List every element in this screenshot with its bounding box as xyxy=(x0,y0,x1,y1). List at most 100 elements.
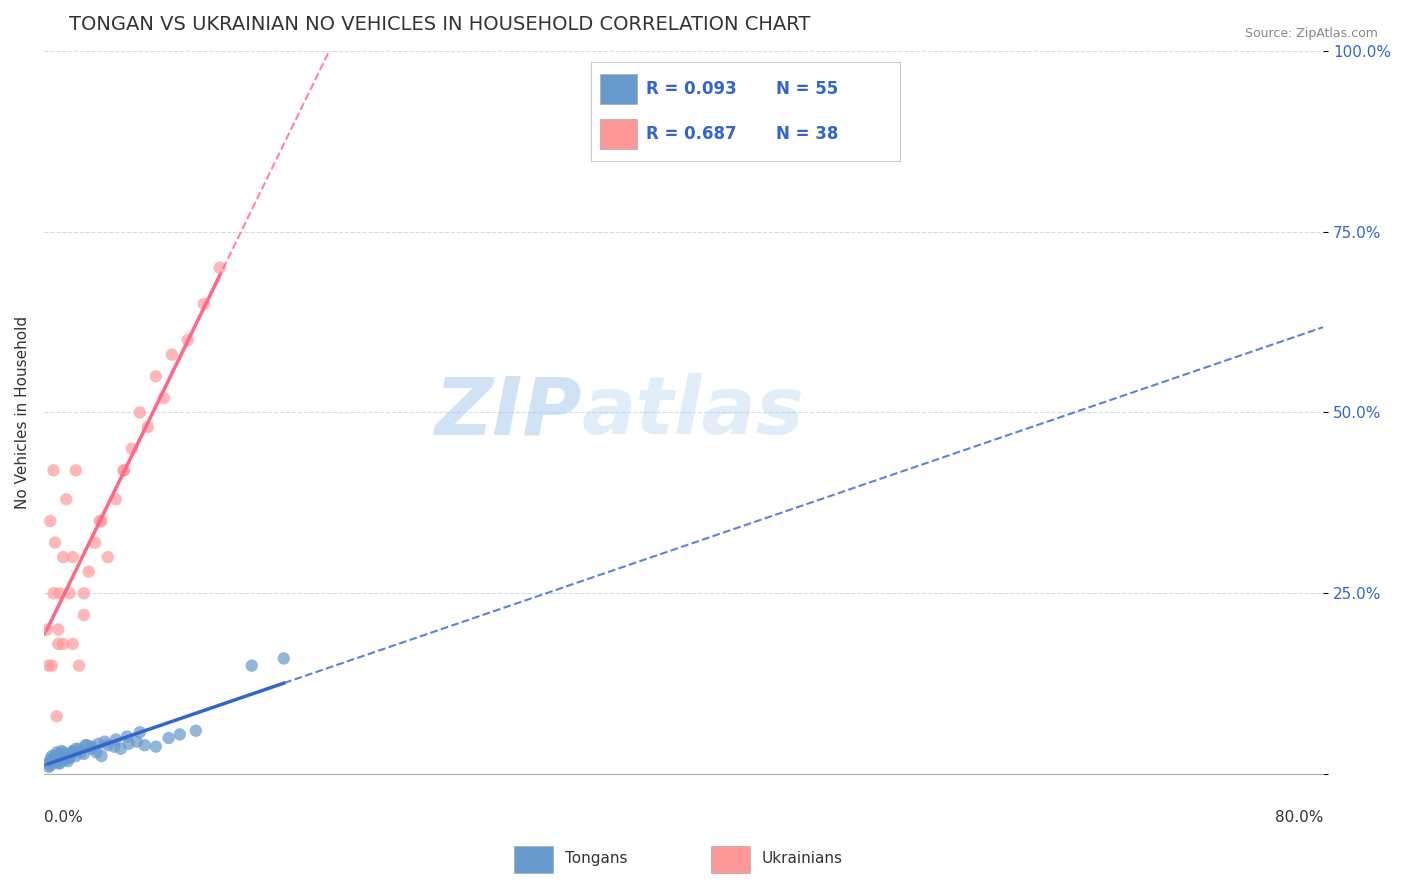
Point xyxy=(49,586,72,600)
Point xyxy=(184,723,207,738)
Point xyxy=(46,756,69,771)
Point xyxy=(97,738,120,752)
Point xyxy=(65,749,87,764)
Point xyxy=(115,730,138,744)
Point xyxy=(136,420,159,434)
Point xyxy=(67,741,90,756)
Text: 80.0%: 80.0% xyxy=(1275,810,1323,825)
Text: atlas: atlas xyxy=(581,374,804,451)
Point xyxy=(128,405,150,419)
Point xyxy=(58,747,80,761)
Point xyxy=(58,751,80,765)
Point xyxy=(44,751,66,765)
Point xyxy=(38,658,60,673)
Text: Source: ZipAtlas.com: Source: ZipAtlas.com xyxy=(1244,27,1378,40)
Text: R = 0.687: R = 0.687 xyxy=(647,125,737,143)
Point xyxy=(97,550,120,565)
Point xyxy=(128,725,150,739)
Y-axis label: No Vehicles in Household: No Vehicles in Household xyxy=(15,316,30,509)
Point xyxy=(35,623,58,637)
Point xyxy=(44,749,66,764)
Point xyxy=(208,260,231,275)
Point xyxy=(39,514,62,528)
Point xyxy=(273,651,295,665)
Point xyxy=(134,738,156,752)
Bar xyxy=(600,120,637,149)
Point xyxy=(80,741,103,756)
Point xyxy=(45,746,67,760)
Point xyxy=(80,739,103,754)
Point xyxy=(90,749,112,764)
Point xyxy=(46,623,69,637)
Point xyxy=(75,738,97,752)
Point xyxy=(52,637,75,651)
Point xyxy=(44,535,66,549)
Point xyxy=(39,753,62,767)
Point xyxy=(62,746,84,760)
Point xyxy=(67,658,90,673)
Point xyxy=(42,751,65,765)
Point xyxy=(51,749,73,764)
Point xyxy=(65,463,87,477)
Bar xyxy=(515,847,554,873)
Point xyxy=(76,738,98,752)
Point xyxy=(87,737,110,751)
Point xyxy=(62,744,84,758)
Point xyxy=(73,607,96,622)
Text: TONGAN VS UKRAINIAN NO VEHICLES IN HOUSEHOLD CORRELATION CHART: TONGAN VS UKRAINIAN NO VEHICLES IN HOUSE… xyxy=(69,15,811,34)
Point xyxy=(160,348,183,362)
Point xyxy=(55,492,77,507)
Point xyxy=(38,756,60,771)
Text: N = 38: N = 38 xyxy=(776,125,838,143)
Point xyxy=(110,741,132,756)
Point xyxy=(77,565,100,579)
Bar xyxy=(600,74,637,103)
Text: Ukrainians: Ukrainians xyxy=(762,851,844,866)
Point xyxy=(45,709,67,723)
Point xyxy=(45,753,67,767)
Point xyxy=(41,658,63,673)
Point xyxy=(46,754,69,768)
Point xyxy=(104,732,127,747)
Point xyxy=(38,760,60,774)
Text: R = 0.093: R = 0.093 xyxy=(647,80,737,98)
Point xyxy=(46,637,69,651)
Point xyxy=(89,514,111,528)
Point xyxy=(58,586,80,600)
Point xyxy=(90,514,112,528)
Point xyxy=(41,749,63,764)
Text: 0.0%: 0.0% xyxy=(44,810,83,825)
Point xyxy=(56,754,79,768)
Point xyxy=(157,731,180,745)
Text: Tongans: Tongans xyxy=(565,851,627,866)
Point xyxy=(169,727,191,741)
Point xyxy=(51,744,73,758)
Point xyxy=(177,333,200,347)
Point xyxy=(145,369,167,384)
Text: ZIP: ZIP xyxy=(434,374,581,451)
Point xyxy=(73,747,96,761)
Point xyxy=(103,739,125,754)
Point xyxy=(42,586,65,600)
Point xyxy=(55,751,77,765)
Point xyxy=(153,391,176,405)
Point xyxy=(69,746,91,760)
Point xyxy=(93,734,115,748)
Point xyxy=(117,737,139,751)
Point xyxy=(240,658,263,673)
Point xyxy=(145,739,167,754)
Point xyxy=(39,758,62,772)
Point xyxy=(125,734,148,748)
Point xyxy=(42,463,65,477)
Point xyxy=(104,492,127,507)
Point xyxy=(62,550,84,565)
Point xyxy=(53,753,76,767)
Point xyxy=(52,746,75,760)
Point xyxy=(112,463,135,477)
Point xyxy=(52,550,75,565)
Point xyxy=(86,746,108,760)
Point xyxy=(65,741,87,756)
Point xyxy=(112,463,135,477)
Point xyxy=(193,297,215,311)
Bar xyxy=(711,847,751,873)
